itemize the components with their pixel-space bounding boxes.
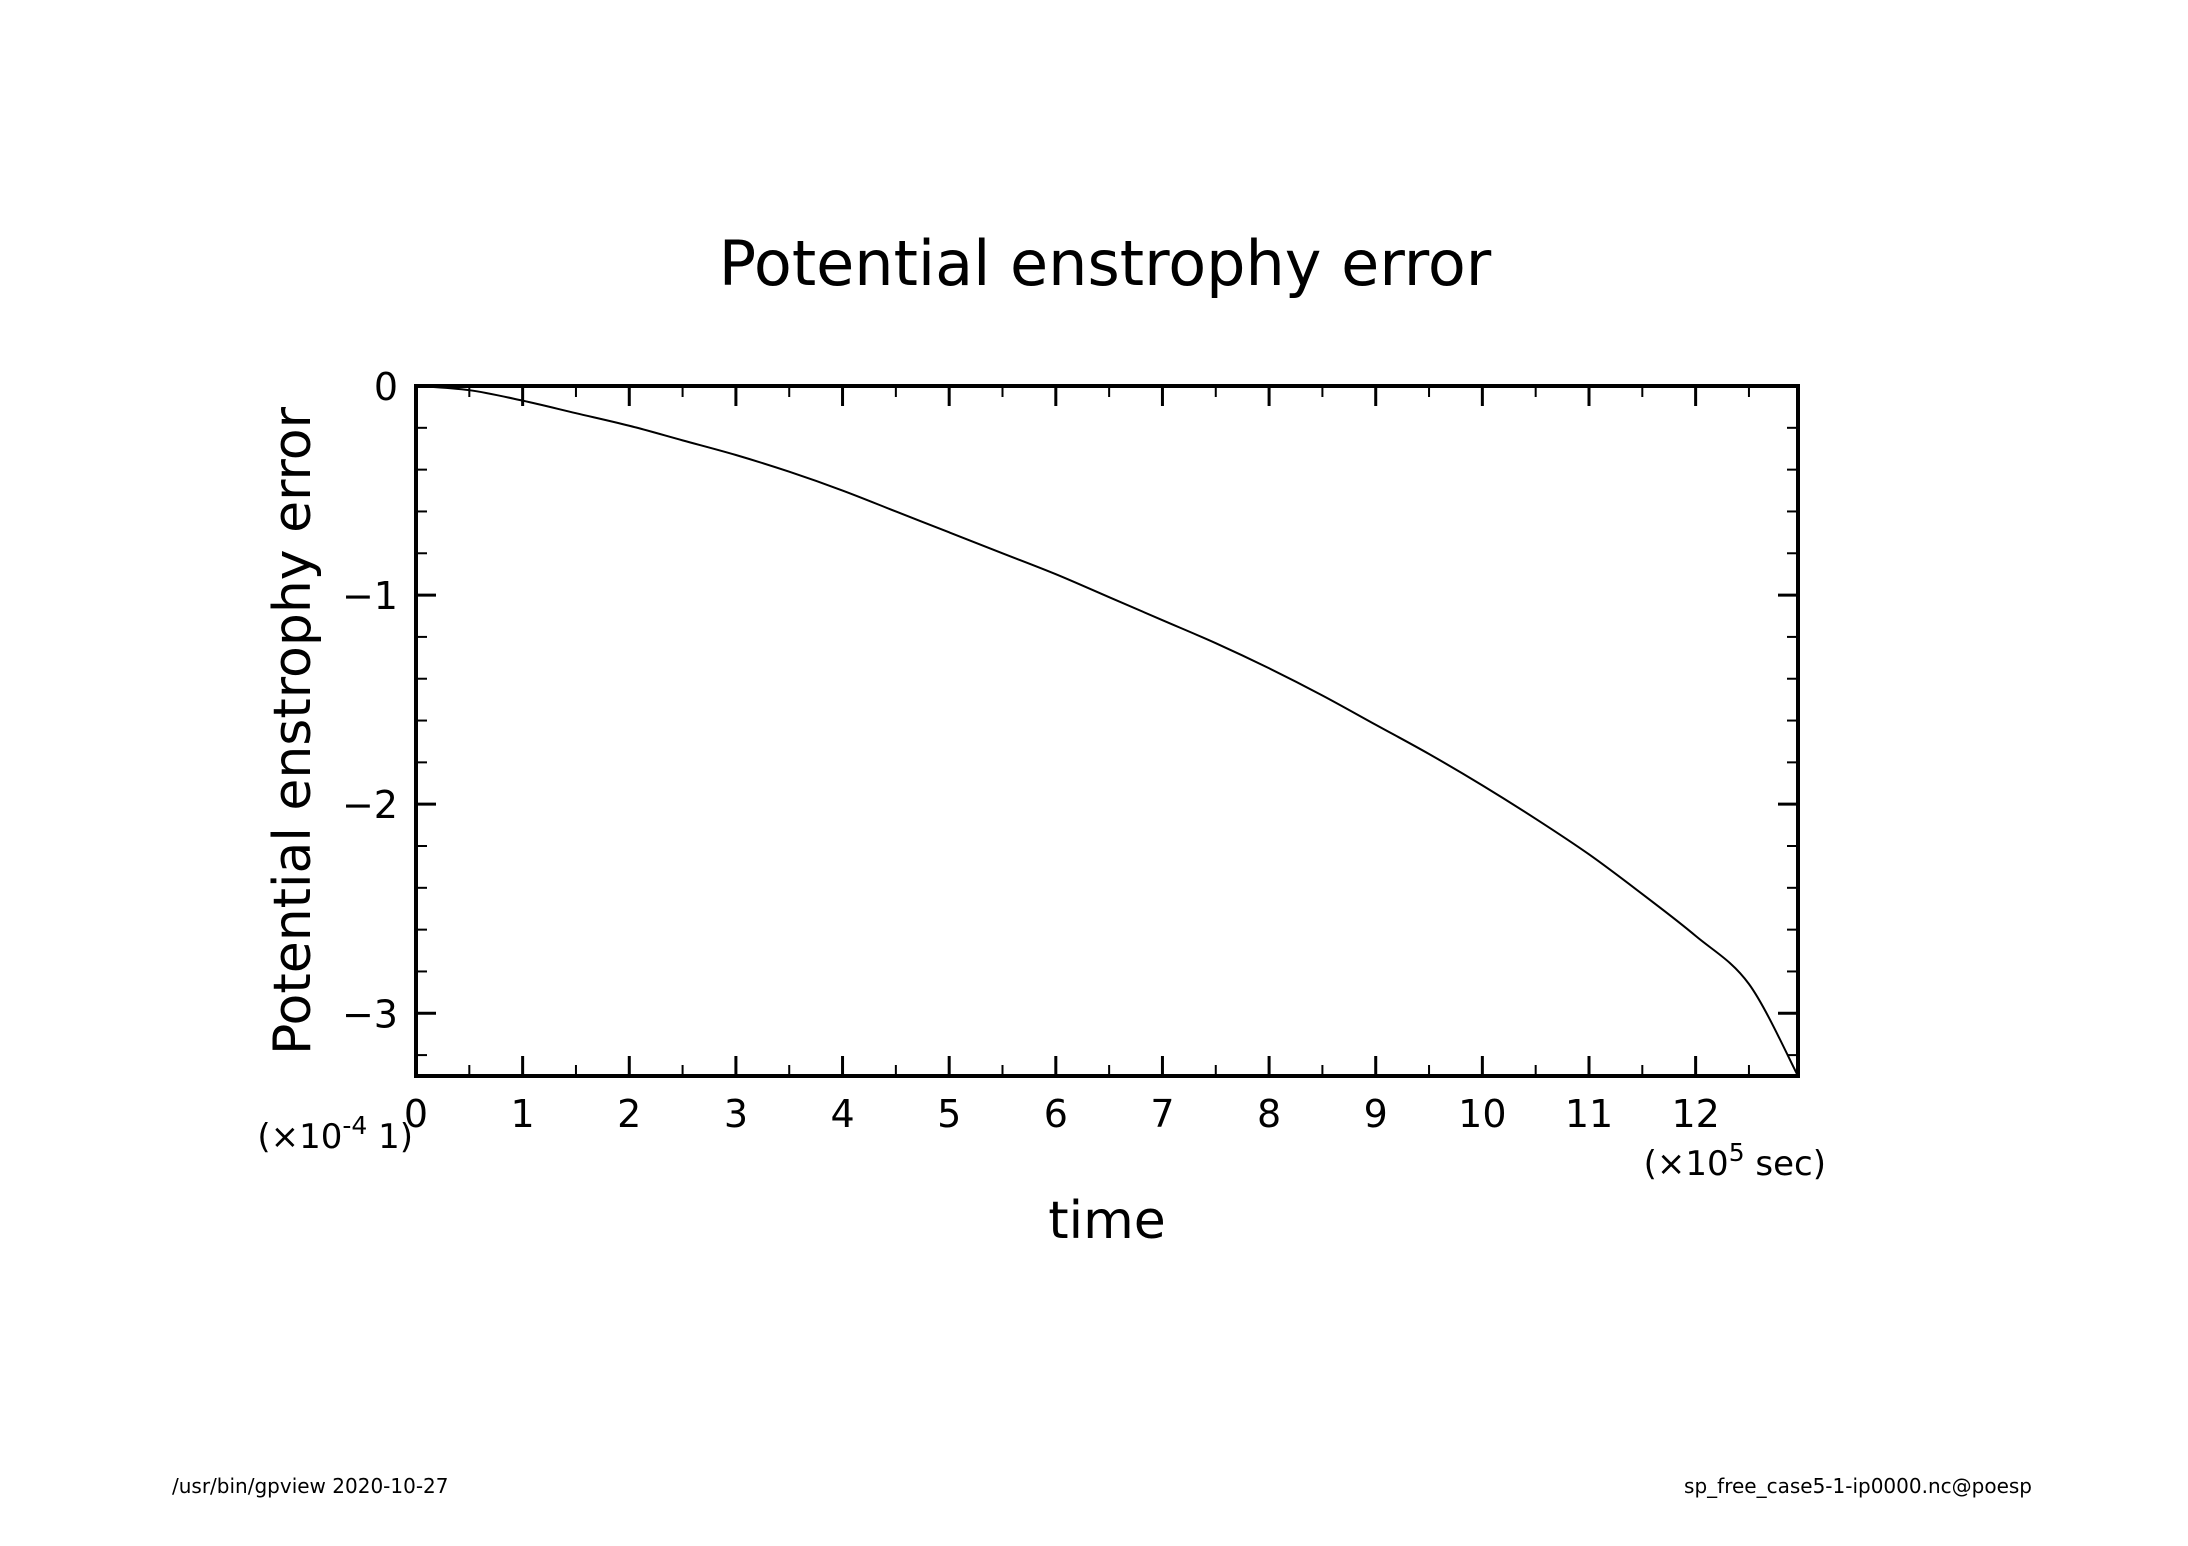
x-axis-label: time <box>1048 1191 1165 1251</box>
x-tick-label: 9 <box>1364 1092 1388 1136</box>
plot-area: 0 1 2 3 4 5 6 7 8 9 10 11 120−1−2−3 <box>342 365 1800 1136</box>
y-scale-prefix: (×10 <box>257 1117 342 1157</box>
plot-frame <box>414 384 1800 1078</box>
y-tick-label: −3 <box>342 992 398 1036</box>
x-tick-label: 7 <box>1150 1092 1174 1136</box>
y-axis-scale-label: (×10-4 1) <box>257 1111 413 1157</box>
tick-labels: 0 1 2 3 4 5 6 7 8 9 10 11 120−1−2−3 <box>342 365 1720 1136</box>
x-tick-label: 10 <box>1458 1092 1506 1136</box>
x-tick-label: 6 <box>1044 1092 1068 1136</box>
x-axis-scale-label: (×105 sec) <box>1644 1138 1826 1184</box>
x-tick-label: 1 <box>511 1092 535 1136</box>
x-scale-prefix: (×10 <box>1644 1144 1729 1184</box>
footer-source-file: sp_free_case5-1-ip0000.nc@poesp <box>1684 1474 2032 1498</box>
y-axis-label: Potential enstrophy error <box>263 406 323 1055</box>
x-tick-label: 3 <box>724 1092 748 1136</box>
y-scale-exponent: -4 <box>342 1111 367 1140</box>
y-tick-label: 0 <box>374 365 398 409</box>
x-scale-exponent: 5 <box>1729 1138 1745 1167</box>
x-tick-label: 11 <box>1565 1092 1613 1136</box>
x-tick-label: 8 <box>1257 1092 1281 1136</box>
y-tick-label: −1 <box>342 574 398 618</box>
x-tick-label: 0 <box>404 1092 428 1136</box>
x-tick-label: 4 <box>830 1092 854 1136</box>
x-scale-suffix: sec) <box>1745 1144 1826 1184</box>
y-tick-label: −2 <box>342 783 398 827</box>
x-tick-label: 12 <box>1671 1092 1719 1136</box>
y-scale-suffix: 1) <box>367 1117 413 1157</box>
x-tick-label: 2 <box>617 1092 641 1136</box>
x-tick-label: 5 <box>937 1092 961 1136</box>
footer-program-date: /usr/bin/gpview 2020-10-27 <box>172 1474 449 1498</box>
series-line-potential-enstrophy-error <box>415 385 1799 1077</box>
chart-title: Potential enstrophy error <box>719 227 1492 300</box>
axis-ticks <box>414 384 1798 1076</box>
